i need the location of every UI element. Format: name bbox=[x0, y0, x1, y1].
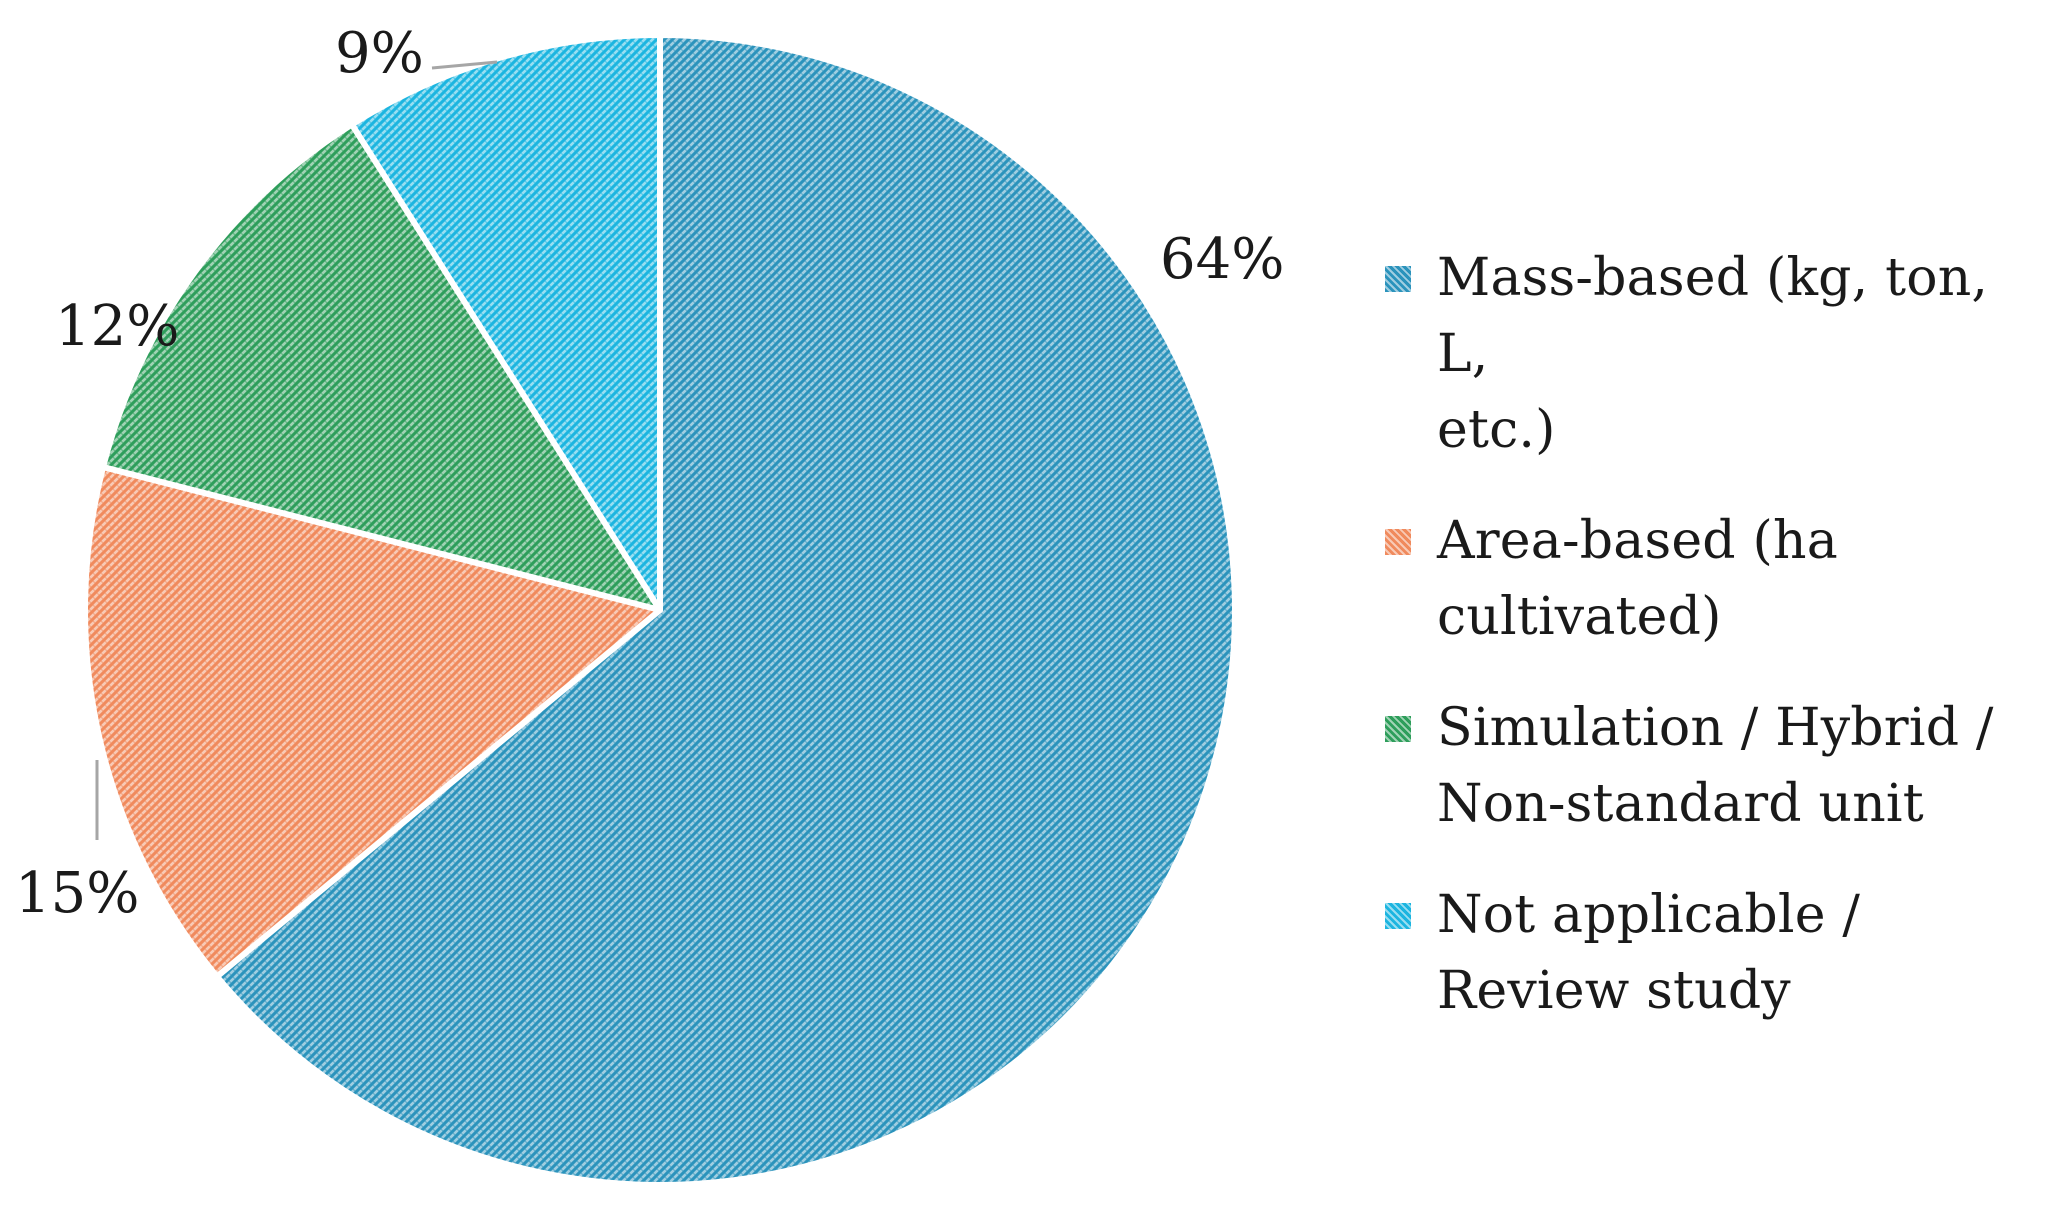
legend-label-line2: Review study bbox=[1437, 961, 1791, 1021]
legend-label-line1: Not applicable / bbox=[1437, 885, 1861, 945]
legend-item-not-applicable: Not applicable / Review study bbox=[1385, 877, 2045, 1029]
data-label-not-applicable: 9% bbox=[335, 21, 424, 86]
legend-item-simulation: Simulation / Hybrid / Non-standard unit bbox=[1385, 690, 2045, 842]
pie-slice-simulation bbox=[100, 121, 663, 613]
pie-chart-svg: 64% 15% 12% 9% bbox=[15, 21, 1285, 1188]
legend-swatch-mass-based bbox=[1385, 266, 1411, 292]
data-labels: 64% 15% 12% 9% bbox=[15, 21, 1284, 926]
legend-label-line1: Mass-based (kg, ton, L, bbox=[1437, 248, 1989, 384]
legend-swatch-not-applicable bbox=[1385, 903, 1411, 929]
legend-swatch-simulation bbox=[1385, 716, 1411, 742]
leader-line-not-applicable bbox=[431, 60, 498, 70]
pie-slice-not-applicable bbox=[348, 32, 663, 613]
leader-lines bbox=[95, 60, 498, 840]
data-label-area-based: 15% bbox=[15, 861, 139, 926]
pie-slice-area-based bbox=[82, 464, 663, 980]
legend-item-mass-based: Mass-based (kg, ton, L, etc.) bbox=[1385, 240, 2045, 468]
legend-swatch-area-based bbox=[1385, 529, 1411, 555]
legend-label-line2: etc.) bbox=[1437, 400, 1556, 460]
pie-slice-mass-based bbox=[213, 32, 1238, 1188]
legend-label-line2: Non-standard unit bbox=[1437, 774, 1924, 834]
legend-label-line1: Simulation / Hybrid / bbox=[1437, 698, 1994, 758]
legend: Mass-based (kg, ton, L, etc.) Area-based… bbox=[1385, 240, 2045, 1064]
pie-slices bbox=[82, 32, 1238, 1188]
legend-item-area-based: Area-based (ha cultivated) bbox=[1385, 503, 2045, 655]
data-label-mass-based: 64% bbox=[1160, 227, 1284, 292]
data-label-simulation: 12% bbox=[55, 294, 179, 359]
legend-label-line1: Area-based (ha bbox=[1437, 511, 1838, 571]
legend-label-line2: cultivated) bbox=[1437, 587, 1722, 647]
